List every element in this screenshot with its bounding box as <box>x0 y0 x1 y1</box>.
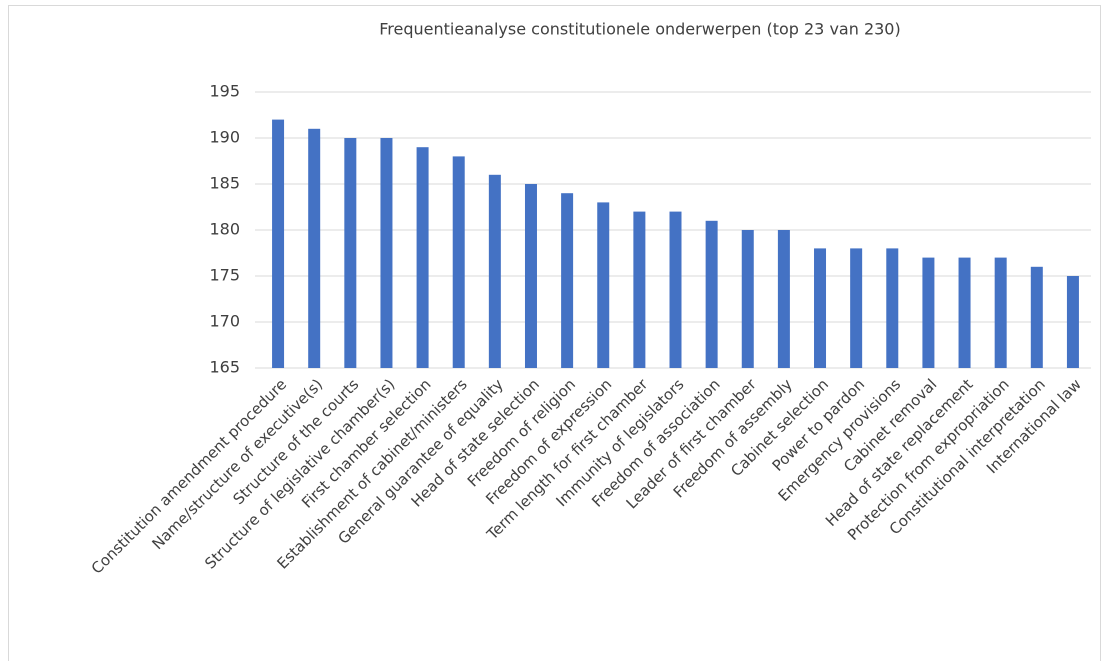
chart-frame <box>8 5 1101 661</box>
y-tick-label: 185 <box>209 174 240 193</box>
bar <box>524 184 537 368</box>
bar <box>597 202 610 368</box>
bar <box>416 147 429 368</box>
bar <box>1066 276 1079 368</box>
bar <box>272 119 285 368</box>
bar <box>814 248 827 368</box>
y-tick-label: 170 <box>209 312 240 331</box>
bar <box>344 138 357 368</box>
bar <box>308 128 321 368</box>
bar <box>958 257 971 368</box>
bar <box>886 248 899 368</box>
y-tick-label: 165 <box>209 358 240 377</box>
bar <box>705 220 718 368</box>
bar <box>488 174 501 368</box>
bar <box>452 156 465 368</box>
bar <box>741 230 754 368</box>
bar <box>561 193 574 368</box>
y-tick-label: 195 <box>209 82 240 101</box>
bar <box>669 211 682 368</box>
bar <box>777 230 790 368</box>
chart-title: Frequentieanalyse constitutionele onderw… <box>379 20 900 39</box>
bar <box>1030 266 1043 368</box>
bar <box>850 248 863 368</box>
bar <box>633 211 646 368</box>
y-tick-label: 175 <box>209 266 240 285</box>
y-tick-label: 190 <box>209 128 240 147</box>
bar <box>994 257 1007 368</box>
bar <box>922 257 935 368</box>
bar <box>380 138 393 368</box>
y-tick-label: 180 <box>209 220 240 239</box>
